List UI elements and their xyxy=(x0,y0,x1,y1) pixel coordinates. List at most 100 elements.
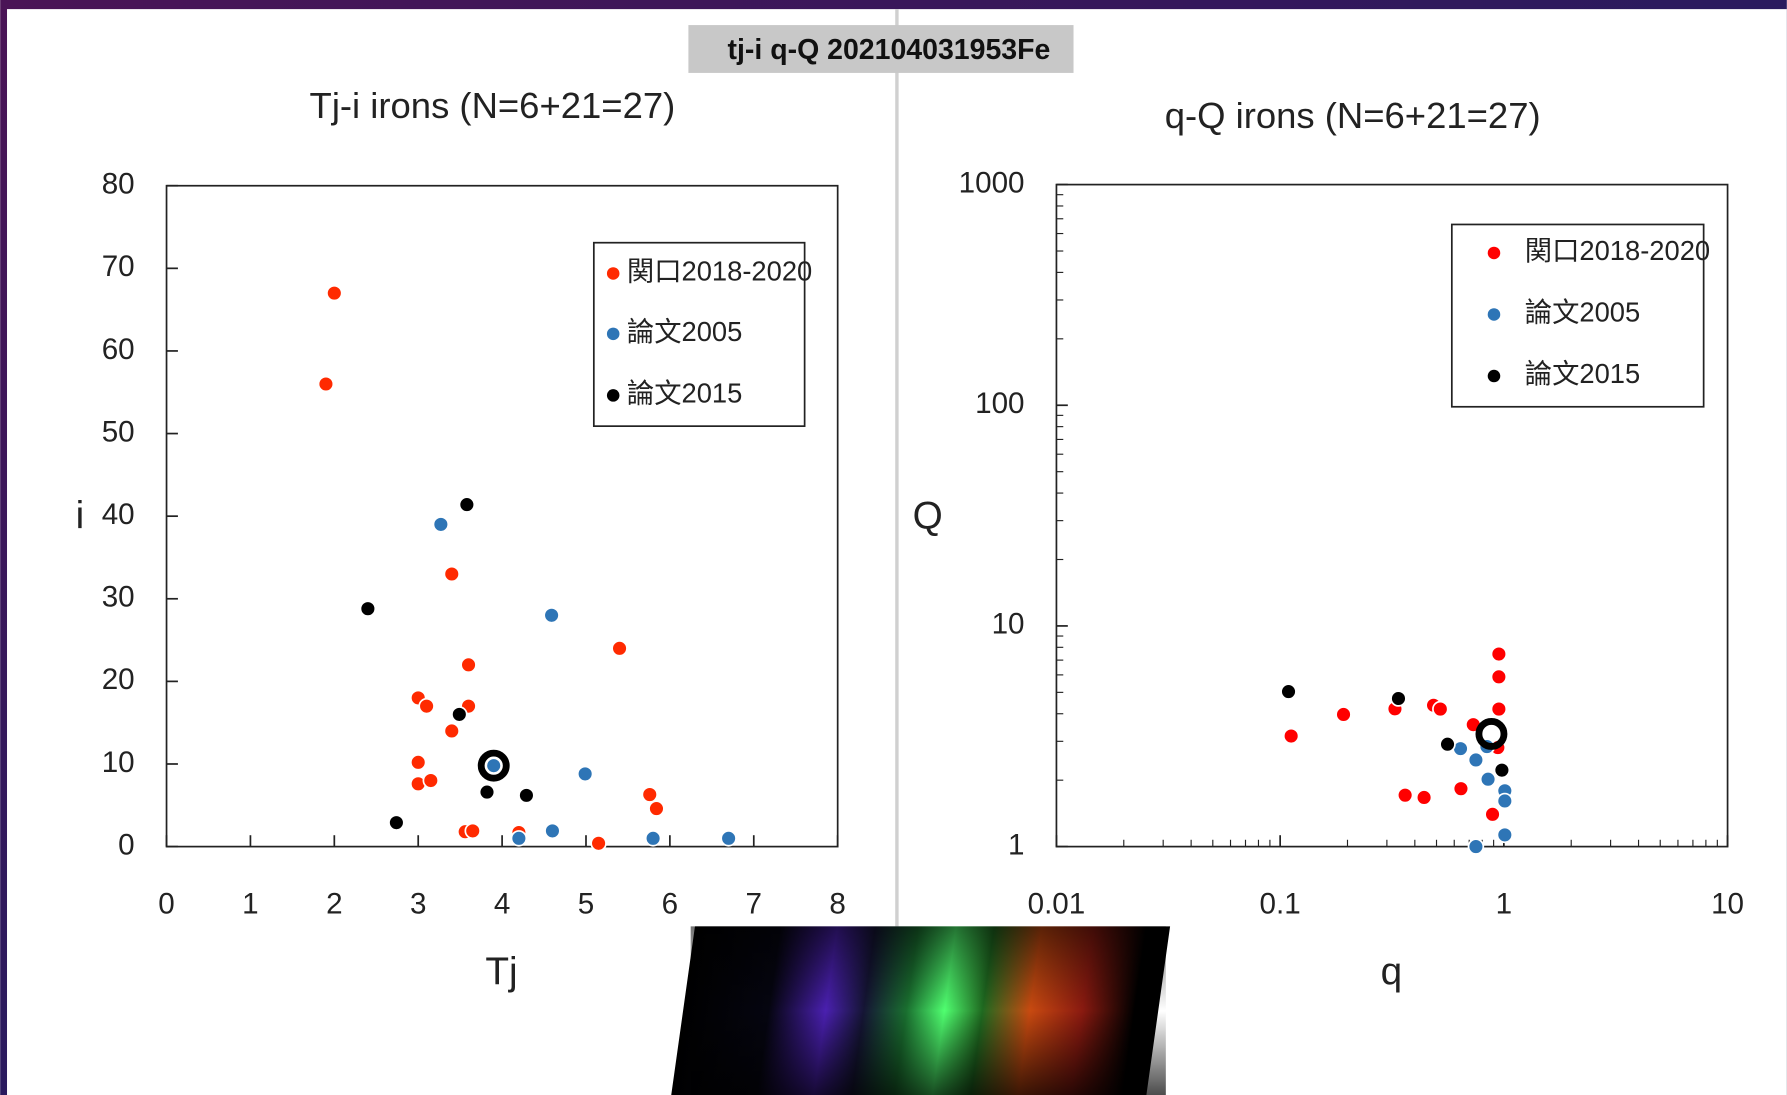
point xyxy=(1467,838,1485,855)
point xyxy=(460,656,477,674)
y-tick-label: 10 xyxy=(102,746,135,779)
point xyxy=(544,822,561,840)
x-tick-label: 6 xyxy=(662,888,678,921)
x-tick-label: 0.1 xyxy=(1260,888,1301,921)
point xyxy=(359,600,377,617)
point xyxy=(422,772,440,789)
highlight-marker xyxy=(477,749,510,782)
point xyxy=(443,565,461,583)
point xyxy=(432,516,450,533)
x-tick-label: 4 xyxy=(494,888,510,921)
point xyxy=(409,754,427,771)
y-tick-label: 50 xyxy=(102,415,135,448)
spectrum-shade xyxy=(690,926,1166,1095)
legend-label: 論文2005 xyxy=(627,316,742,347)
point xyxy=(1390,690,1407,707)
point xyxy=(510,830,528,847)
x-tick-label: 10 xyxy=(1711,888,1744,921)
point xyxy=(443,722,461,740)
legend-label: 関口2018-2020 xyxy=(1525,235,1710,266)
point xyxy=(1496,826,1514,844)
y-tick-label: 40 xyxy=(102,498,135,531)
legend-label: 論文2005 xyxy=(1525,297,1640,328)
legend-box xyxy=(592,241,806,428)
point xyxy=(458,496,476,513)
point xyxy=(1490,668,1508,686)
point xyxy=(641,786,659,803)
point xyxy=(1490,700,1508,718)
legend-label: 論文2015 xyxy=(627,378,742,409)
legend-label: 論文2015 xyxy=(1525,358,1640,389)
point xyxy=(1415,789,1433,806)
y-tick-label: 10 xyxy=(992,608,1025,641)
x-axis-label: q xyxy=(1381,950,1403,993)
chart-title: q-Q irons (N=6+21=27) xyxy=(1165,95,1541,136)
point xyxy=(317,375,335,393)
header-box xyxy=(688,25,1074,73)
point xyxy=(644,830,662,847)
point xyxy=(1496,792,1514,810)
y-tick-label: 1000 xyxy=(959,166,1025,199)
header-title: tj-i q-Q 202104031953Fe xyxy=(728,34,1051,66)
highlight-marker xyxy=(1475,717,1508,750)
point xyxy=(1479,770,1497,788)
point xyxy=(518,787,535,804)
y-tick-label: 70 xyxy=(102,250,135,283)
y-tick-label: 20 xyxy=(102,663,135,696)
point xyxy=(1282,727,1300,745)
point xyxy=(1452,780,1470,797)
x-tick-label: 1 xyxy=(1496,888,1512,921)
y-axis-label: i xyxy=(76,495,85,538)
chart-title: Tj-i irons (N=6+21=27) xyxy=(310,85,676,126)
legend-marker xyxy=(606,389,620,402)
legend-marker xyxy=(1487,369,1501,383)
x-tick-label: 3 xyxy=(410,888,426,921)
legend-marker xyxy=(1487,308,1501,321)
point xyxy=(1493,761,1511,779)
point xyxy=(720,830,737,847)
y-tick-label: 30 xyxy=(102,581,135,614)
point xyxy=(478,783,496,801)
y-tick-label: 100 xyxy=(975,387,1024,420)
point xyxy=(1467,751,1485,769)
x-tick-label: 1 xyxy=(242,888,258,921)
point xyxy=(576,765,594,783)
point xyxy=(1335,706,1352,723)
point xyxy=(611,640,628,657)
x-tick-label: 2 xyxy=(326,888,342,921)
y-axis-label: Q xyxy=(913,495,943,538)
y-tick-label: 0 xyxy=(118,828,134,861)
point xyxy=(590,835,607,852)
point xyxy=(464,822,482,840)
y-tick-label: 1 xyxy=(1008,828,1024,861)
legend-marker xyxy=(1487,246,1501,260)
point xyxy=(1484,806,1501,823)
point xyxy=(1396,786,1414,804)
y-tick-label: 80 xyxy=(102,168,135,201)
x-tick-label: 7 xyxy=(746,888,762,921)
x-tick-label: 5 xyxy=(578,888,594,921)
point xyxy=(326,284,343,302)
y-tick-label: 60 xyxy=(102,333,135,366)
point xyxy=(1432,700,1449,718)
point xyxy=(388,814,405,831)
point xyxy=(1280,683,1297,700)
x-axis-label: Tj xyxy=(485,950,517,993)
spectrum-image xyxy=(671,926,1171,1095)
legend-marker xyxy=(606,267,620,280)
point xyxy=(485,757,502,774)
point xyxy=(1490,645,1508,663)
x-tick-label: 8 xyxy=(829,888,845,921)
point xyxy=(418,697,435,715)
x-tick-label: 0.01 xyxy=(1028,888,1086,921)
legend-label: 関口2018-2020 xyxy=(627,256,812,287)
point xyxy=(648,800,665,817)
x-tick-label: 0 xyxy=(158,888,174,921)
point xyxy=(1439,735,1456,753)
point xyxy=(543,607,560,624)
point xyxy=(451,706,468,723)
legend-marker xyxy=(606,327,620,341)
